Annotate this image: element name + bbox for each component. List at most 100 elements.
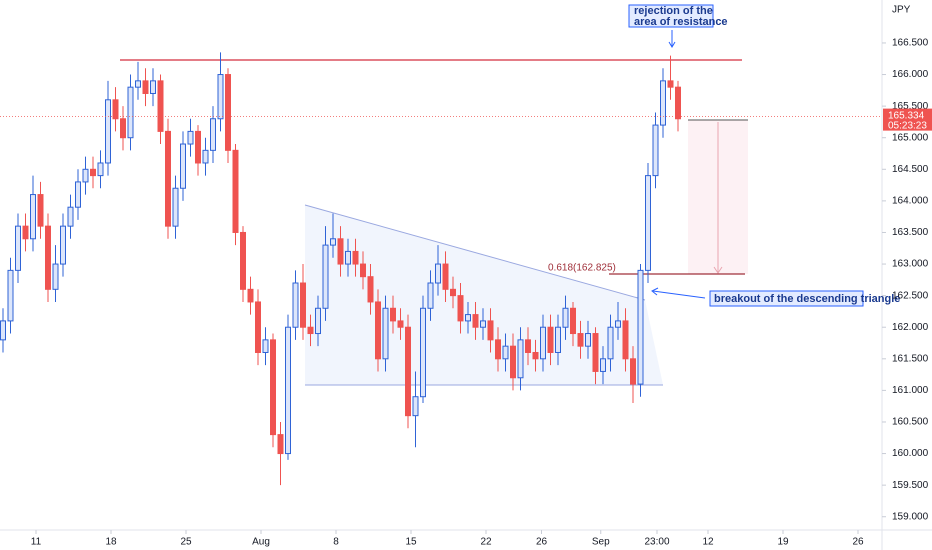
candle-body <box>427 282 434 309</box>
candle-body <box>127 86 134 139</box>
candle-body <box>337 238 344 265</box>
candle-body <box>555 326 561 353</box>
y-tick-label: 164.500 <box>892 164 929 175</box>
candle-body <box>277 434 284 455</box>
candle-body <box>202 149 209 164</box>
candle-body <box>300 282 306 328</box>
y-tick-label: 164.000 <box>892 196 929 207</box>
candle-body <box>607 326 614 360</box>
y-tick-label: 166.000 <box>892 69 929 80</box>
candle-body <box>322 244 329 309</box>
y-tick-label: 160.500 <box>892 417 929 428</box>
y-tick-label: 159.500 <box>892 480 929 491</box>
candle-body <box>15 225 21 271</box>
candle-body <box>592 333 599 372</box>
candle-body <box>37 194 44 227</box>
y-tick-label: 162.500 <box>892 290 929 301</box>
candle-body <box>397 320 404 328</box>
x-tick-label: 26 <box>536 537 548 548</box>
candle-body <box>517 339 524 379</box>
candle-body <box>352 250 359 265</box>
candle-body <box>540 326 546 360</box>
x-tick-label: 18 <box>105 537 117 548</box>
annotation-arrow <box>652 290 706 299</box>
candle-body <box>510 345 516 379</box>
candle-body <box>375 301 381 360</box>
candle-body <box>247 288 254 303</box>
candle-body <box>675 86 681 120</box>
annotation-box <box>628 4 714 28</box>
candle-body <box>495 339 501 360</box>
candle-body <box>547 326 554 353</box>
y-tick-label: 166.500 <box>892 38 929 49</box>
y-tick-label: 161.500 <box>892 353 929 364</box>
candle-body <box>150 80 156 94</box>
triangle-upper-line <box>304 204 646 301</box>
annotation-box <box>709 290 864 307</box>
fib-label: 0.618(162.825) <box>548 263 616 274</box>
x-tick-label: 23:00 <box>644 537 669 548</box>
candle-body <box>667 80 674 88</box>
candle-body <box>22 225 29 240</box>
candle-body <box>472 314 479 328</box>
candle-body <box>345 250 351 265</box>
candle-body <box>420 307 426 398</box>
annotation-arrowhead <box>668 41 676 48</box>
x-tick-label: 25 <box>180 537 192 548</box>
y-tick-label: 160.000 <box>892 448 929 459</box>
candle-body <box>187 130 194 145</box>
annotation-text: breakout of the descending triangle <box>714 293 900 305</box>
candle-body <box>330 238 336 246</box>
candle-body <box>75 181 81 208</box>
candle-body <box>570 307 576 335</box>
candle-body <box>645 175 651 271</box>
candle-body <box>217 74 224 120</box>
candle-body <box>195 130 201 164</box>
x-tick-label: 22 <box>480 537 492 548</box>
x-tick-label: Sep <box>592 537 610 548</box>
candle-body <box>0 320 6 341</box>
candle-body <box>112 99 119 120</box>
candle-body <box>562 307 569 328</box>
candle-body <box>465 314 471 322</box>
candle-body <box>157 80 164 132</box>
candle-body <box>285 326 291 455</box>
candle-body <box>142 80 149 94</box>
candle-body <box>270 339 276 436</box>
candle-body <box>367 276 374 303</box>
candle-body <box>457 295 464 322</box>
candle-body <box>135 80 141 88</box>
candle-body <box>97 162 104 177</box>
x-tick-label: 11 <box>31 537 42 548</box>
candle-body <box>82 168 89 183</box>
candle-body <box>480 320 486 328</box>
candle-body <box>390 307 396 322</box>
candles <box>0 52 681 486</box>
y-tick-label: 159.000 <box>892 511 929 522</box>
candle-body <box>487 320 494 341</box>
candle-body <box>585 333 591 347</box>
candle-body <box>172 187 179 227</box>
candle-body <box>450 288 456 297</box>
candle-body <box>7 269 14 322</box>
candle-body <box>292 282 299 328</box>
candle-body <box>600 358 606 372</box>
candle-body <box>405 326 411 417</box>
candle-body <box>315 307 321 335</box>
last-price-box <box>883 108 932 131</box>
candle-body <box>652 124 659 177</box>
x-tick-label: Aug <box>252 537 270 548</box>
candle-body <box>442 263 449 290</box>
x-tick-label: 15 <box>405 537 417 548</box>
last-price-label: 165.334 <box>888 110 925 121</box>
candle-body <box>262 339 269 353</box>
candle-body <box>307 326 314 335</box>
y-tick-label: 163.500 <box>892 227 929 238</box>
candle-body <box>577 333 584 347</box>
candle-body <box>60 225 66 265</box>
candle-body <box>240 231 246 290</box>
x-tick-label: 12 <box>702 537 714 548</box>
candle-body <box>622 320 629 360</box>
currency-label: JPY <box>892 5 911 16</box>
